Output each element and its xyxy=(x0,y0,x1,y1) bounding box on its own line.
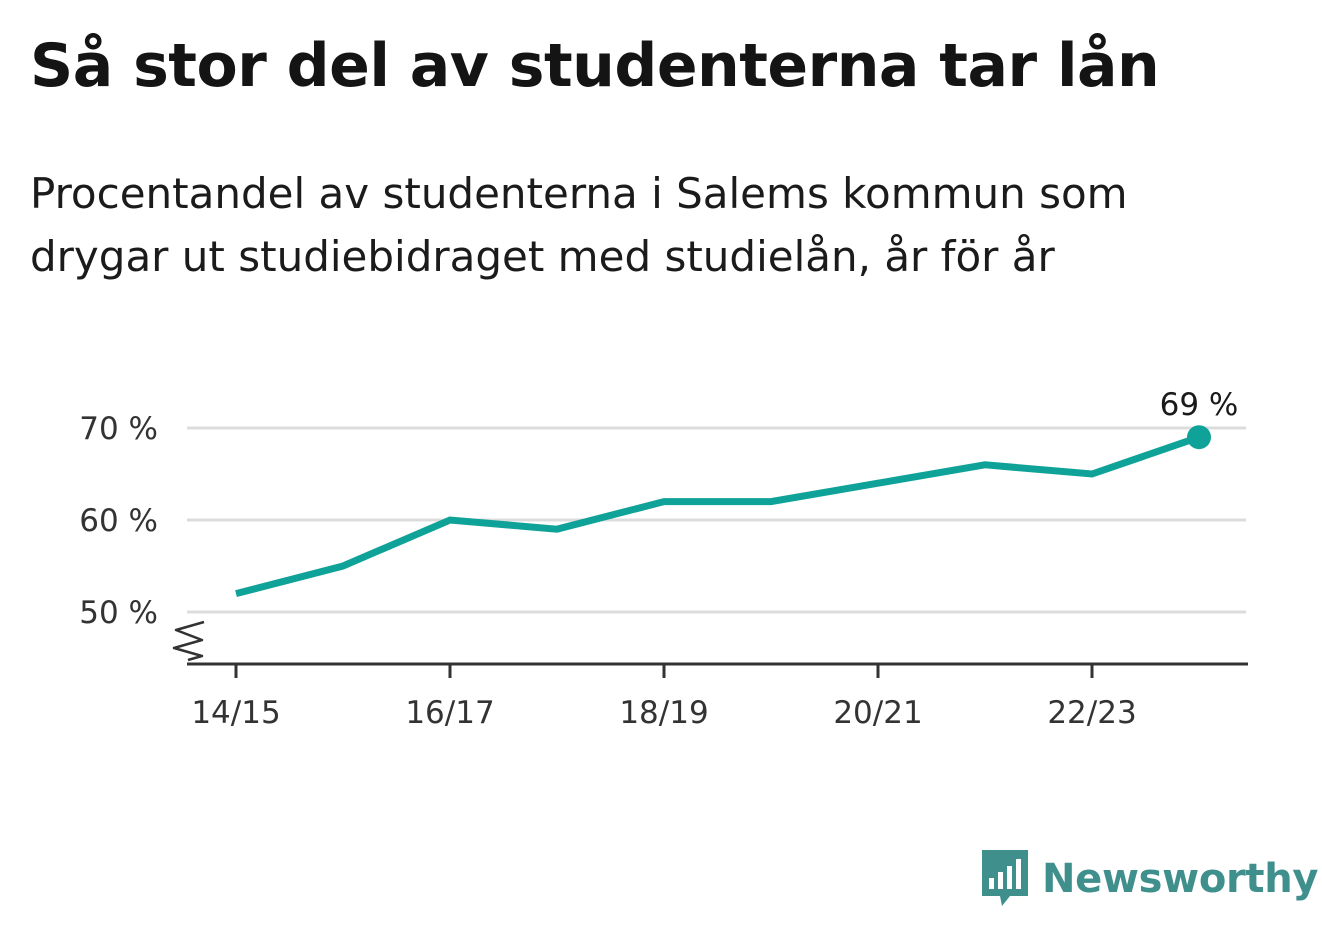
y-tick-label: 60 % xyxy=(79,503,158,539)
x-tick-label: 16/17 xyxy=(405,695,494,731)
y-tick-label: 50 % xyxy=(79,595,158,631)
bar-chart-speech-bubble-icon xyxy=(982,850,1028,906)
y-axis-labels: 50 % 60 % 70 % xyxy=(79,411,158,631)
end-value-label: 69 % xyxy=(1160,387,1239,423)
gridlines xyxy=(187,426,1246,614)
chart-subtitle: Procentandel av studenterna i Salems kom… xyxy=(30,169,1128,281)
y-tick-label: 70 % xyxy=(79,411,158,447)
x-tick-label: 18/19 xyxy=(619,695,708,731)
axis-break-icon xyxy=(172,620,205,662)
x-tick-label: 14/15 xyxy=(191,695,280,731)
newsworthy-logo: Newsworthy xyxy=(980,848,1319,910)
series xyxy=(235,425,1211,597)
x-axis-ticks: 14/15 16/17 18/19 20/21 22/23 xyxy=(191,664,1137,731)
x-tick-label: 22/23 xyxy=(1047,695,1136,731)
series-line xyxy=(235,433,1201,597)
chart-title: Så stor del av studenterna tar lån xyxy=(30,31,1160,101)
x-tick-label: 20/21 xyxy=(833,695,922,731)
brand-name: Newsworthy xyxy=(1042,856,1319,902)
end-point-marker xyxy=(1187,425,1211,450)
